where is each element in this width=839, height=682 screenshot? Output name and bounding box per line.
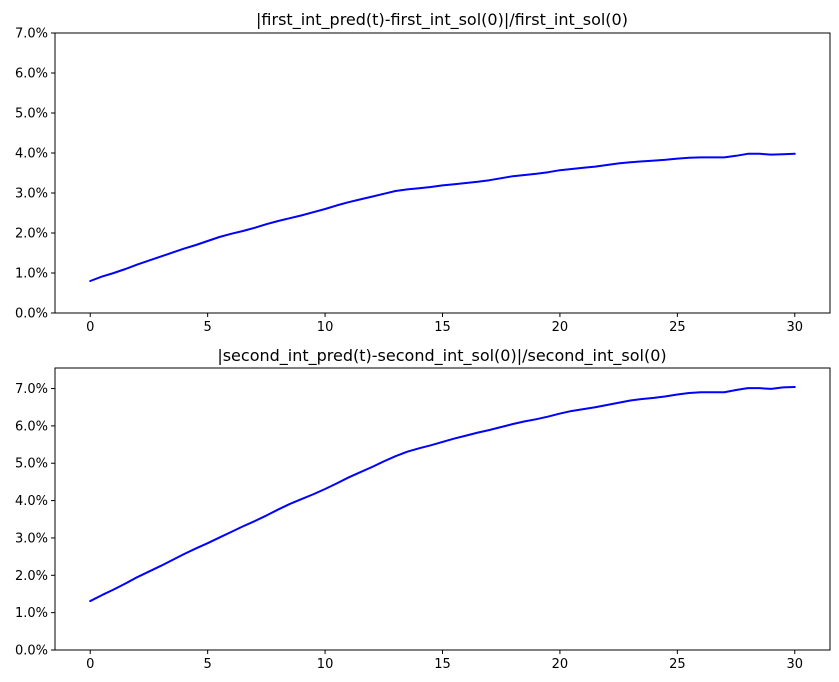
y-tick-label: 1.0% <box>15 267 48 282</box>
x-tick-label: 15 <box>434 320 451 335</box>
y-tick-label: 6.0% <box>15 419 48 434</box>
y-tick-label: 5.0% <box>15 457 48 472</box>
y-tick-label: 3.0% <box>15 187 48 202</box>
x-tick-label: 15 <box>434 657 451 672</box>
y-tick-label: 0.0% <box>15 644 48 659</box>
top-chart: |first_int_pred(t)-first_int_sol(0)|/fir… <box>15 10 831 335</box>
bottom-chart: |second_int_pred(t)-second_int_sol(0)|/s… <box>15 346 831 672</box>
x-tick-label: 5 <box>204 320 212 335</box>
x-tick-label: 20 <box>552 657 569 672</box>
y-tick-label: 6.0% <box>15 67 48 82</box>
series-line <box>89 386 796 603</box>
axes-frame <box>54 367 831 651</box>
y-tick-label: 7.0% <box>15 382 48 397</box>
x-tick-label: 30 <box>786 320 803 335</box>
series-line <box>89 152 796 282</box>
y-tick-label: 3.0% <box>15 531 48 546</box>
y-tick-label: 4.0% <box>15 494 48 509</box>
y-tick-label: 5.0% <box>15 107 48 122</box>
x-tick-label: 25 <box>669 657 686 672</box>
x-tick-label: 20 <box>552 320 569 335</box>
y-tick-label: 2.0% <box>15 569 48 584</box>
y-tick-label: 2.0% <box>15 227 48 242</box>
x-tick-label: 10 <box>317 657 334 672</box>
axes-frame <box>54 32 831 314</box>
y-tick-label: 7.0% <box>15 27 48 42</box>
chart-title: |first_int_pred(t)-first_int_sol(0)|/fir… <box>256 10 628 30</box>
x-tick-label: 30 <box>786 657 803 672</box>
x-tick-label: 0 <box>86 657 94 672</box>
x-tick-label: 0 <box>86 320 94 335</box>
y-tick-label: 1.0% <box>15 606 48 621</box>
y-tick-label: 4.0% <box>15 147 48 162</box>
x-tick-label: 5 <box>204 657 212 672</box>
chart-title: |second_int_pred(t)-second_int_sol(0)|/s… <box>217 346 666 366</box>
x-tick-label: 10 <box>317 320 334 335</box>
x-tick-label: 25 <box>669 320 686 335</box>
y-tick-label: 0.0% <box>15 307 48 322</box>
